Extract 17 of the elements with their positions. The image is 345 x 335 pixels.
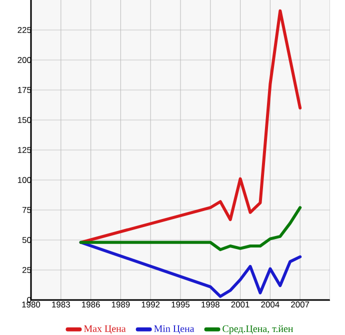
line-series	[79, 206, 302, 252]
x-tick-label: 2001	[231, 302, 250, 308]
line-series	[79, 9, 302, 244]
x-tick-label: 1998	[202, 302, 220, 308]
x-tick-label: 1986	[82, 302, 100, 308]
y-tick-label: 125	[18, 147, 32, 153]
x-tick-label: 1995	[172, 302, 190, 308]
x-tick-label: 1980	[22, 302, 40, 308]
x-tick-label: 2007	[291, 302, 310, 308]
legend-label: Min Цена	[154, 325, 194, 334]
x-tick-label: 1983	[52, 302, 70, 308]
x-tick-label: 2004	[261, 302, 280, 308]
x-tick-label: 1992	[142, 302, 160, 308]
legend-label: Сред.Цена, т.йен	[222, 325, 294, 334]
legend-label: Max Цена	[84, 325, 126, 334]
y-tick-label: 225	[18, 27, 32, 33]
x-tick-label: 1989	[112, 302, 130, 308]
